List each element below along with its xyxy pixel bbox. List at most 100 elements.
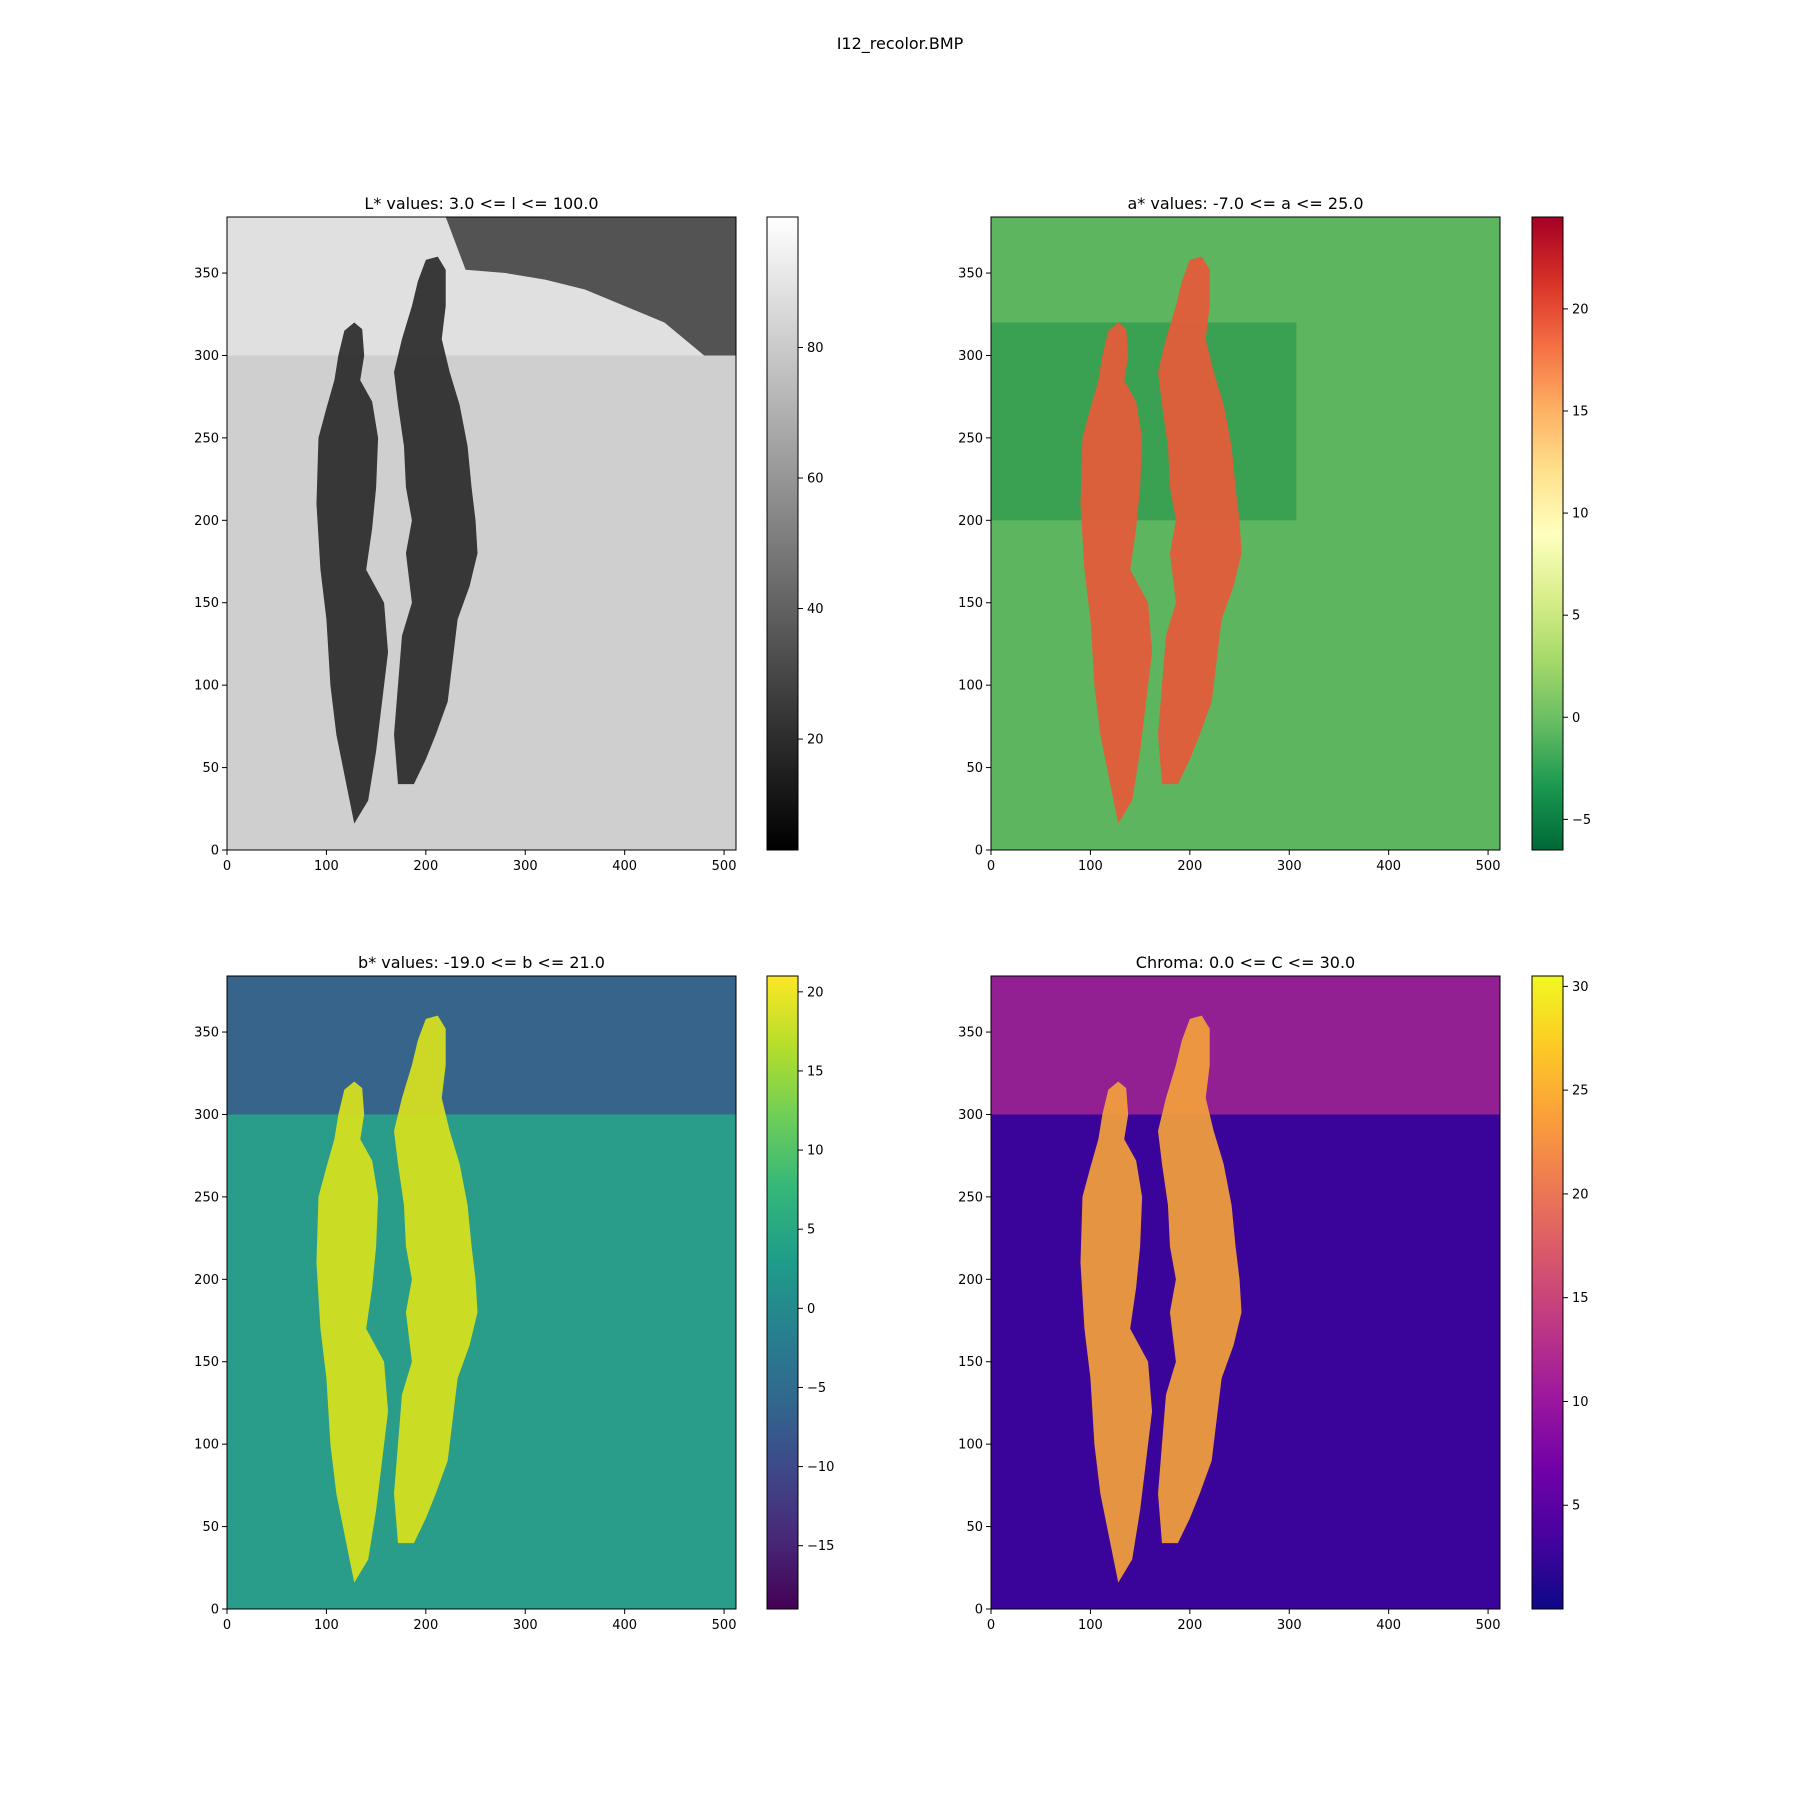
x-tick-label: 500: [1476, 859, 1501, 874]
heatmap-figure-right: [394, 1015, 478, 1544]
x-tick-label: 500: [712, 1618, 737, 1633]
colorbar-tick-label: 10: [807, 1144, 824, 1159]
y-tick-label: 0: [211, 844, 219, 859]
subplot-4: Chroma: 0.0 <= C <= 30.00 100 200 300 400 500…: [958, 953, 1588, 1633]
colorbar-tick-label: 0: [1572, 711, 1580, 726]
y-tick-label: 250: [958, 1190, 983, 1205]
heatmap-figure-right: [1158, 1015, 1242, 1544]
colorbar: [766, 975, 799, 1610]
colorbar-tick-label: 0: [807, 1302, 815, 1317]
colorbar-tick-label: 15: [1572, 404, 1589, 419]
y-tick-label: 50: [966, 761, 983, 776]
heatmap-image: [991, 976, 1500, 1609]
x-tick-label: 300: [513, 1618, 538, 1633]
y-tick-label: 200: [194, 1273, 219, 1288]
axes-frame: [226, 975, 737, 1610]
heatmap-figure-left: [316, 322, 389, 824]
x-tick-label: 0: [223, 859, 231, 874]
axes-frame: [990, 975, 1501, 1610]
x-tick-label: 200: [413, 1618, 438, 1633]
x-tick-label: 100: [314, 1618, 339, 1633]
x-tick-label: 300: [1277, 1618, 1302, 1633]
y-tick-label: 300: [958, 1108, 983, 1123]
heatmap-tree-line: [445, 217, 736, 356]
figure-title: I12_recolor.BMP: [836, 34, 964, 53]
heatmap-figure-left: [1080, 1081, 1153, 1583]
y-tick-label: 350: [194, 1026, 219, 1041]
y-tick-label: 200: [958, 514, 983, 529]
colorbar-tick-label: 20: [1572, 1187, 1589, 1202]
y-tick-label: 50: [202, 761, 219, 776]
x-tick-label: 100: [314, 859, 339, 874]
y-tick-label: 200: [194, 514, 219, 529]
colorbar-tick-label: 15: [807, 1064, 824, 1079]
colorbar-tick-label: 15: [1572, 1291, 1589, 1306]
colorbar-tick-label: 60: [807, 472, 824, 487]
colorbar-tick-label: 30: [1572, 980, 1589, 995]
x-tick-label: 500: [712, 859, 737, 874]
y-tick-label: 0: [975, 844, 983, 859]
heatmap-image: [227, 976, 736, 1609]
y-tick-label: 0: [975, 1603, 983, 1618]
x-tick-label: 300: [1277, 859, 1302, 874]
colorbar-tick-label: 5: [1572, 609, 1580, 624]
colorbar-tick-label: −10: [807, 1460, 834, 1475]
y-tick-label: 350: [194, 267, 219, 282]
colorbar-tick-label: 20: [807, 733, 824, 748]
heatmap-figure-right: [1158, 256, 1242, 785]
y-tick-label: 100: [958, 1438, 983, 1453]
y-tick-label: 300: [958, 349, 983, 364]
x-tick-label: 100: [1078, 859, 1103, 874]
y-tick-label: 250: [194, 1190, 219, 1205]
colorbar-tick-label: 40: [807, 602, 824, 617]
y-tick-label: 150: [194, 1355, 219, 1370]
subplot-title: a* values: -7.0 <= a <= 25.0: [1127, 194, 1363, 213]
heatmap-figure-left: [1080, 322, 1153, 824]
y-tick-label: 250: [194, 431, 219, 446]
heatmap-sky-region: [991, 976, 1500, 1115]
subplot-2: a* values: -7.0 <= a <= 25.00 100 200 300 40…: [958, 194, 1591, 874]
x-tick-label: 400: [1376, 1618, 1401, 1633]
colorbar-tick-label: 5: [807, 1223, 815, 1238]
y-tick-label: 150: [194, 596, 219, 611]
subplot-title: b* values: -19.0 <= b <= 21.0: [358, 953, 605, 972]
y-tick-label: 100: [194, 679, 219, 694]
axes-frame: [990, 216, 1501, 851]
colorbar: [1531, 975, 1564, 1610]
y-tick-label: 50: [966, 1520, 983, 1535]
colorbar-tick-label: 10: [1572, 507, 1589, 522]
colorbar-tick-label: −15: [807, 1539, 834, 1554]
x-tick-label: 400: [612, 1618, 637, 1633]
heatmap-figure-left: [316, 1081, 389, 1583]
x-tick-label: 400: [1376, 859, 1401, 874]
colorbar-tick-label: 10: [1572, 1395, 1589, 1410]
subplot-1: L* values: 3.0 <= l <= 100.00 100 200 300 40…: [194, 194, 823, 874]
colorbar: [1531, 216, 1564, 851]
heatmap-background: [991, 217, 1500, 850]
y-tick-label: 250: [958, 431, 983, 446]
x-tick-label: 500: [1476, 1618, 1501, 1633]
y-tick-label: 350: [958, 267, 983, 282]
colorbar-tick-label: 20: [1572, 302, 1589, 317]
colorbar-tick-label: 80: [807, 341, 824, 356]
y-tick-label: 350: [958, 1026, 983, 1041]
colorbar: [766, 216, 799, 851]
y-tick-label: 100: [958, 679, 983, 694]
subplot-3: b* values: -19.0 <= b <= 21.00 100 200 300 4…: [194, 953, 834, 1633]
x-tick-label: 0: [987, 859, 995, 874]
x-tick-label: 0: [987, 1618, 995, 1633]
colorbar-tick-label: −5: [1572, 813, 1591, 828]
axes-frame: [226, 216, 737, 851]
y-tick-label: 200: [958, 1273, 983, 1288]
x-tick-label: 0: [223, 1618, 231, 1633]
x-tick-label: 200: [413, 859, 438, 874]
x-tick-label: 300: [513, 859, 538, 874]
y-tick-label: 0: [211, 1603, 219, 1618]
heatmap-water-region: [991, 322, 1297, 521]
heatmap-image: [227, 217, 736, 850]
subplot-title: L* values: 3.0 <= l <= 100.0: [364, 194, 598, 213]
x-tick-label: 200: [1177, 1618, 1202, 1633]
heatmap-sky-region: [227, 976, 736, 1115]
